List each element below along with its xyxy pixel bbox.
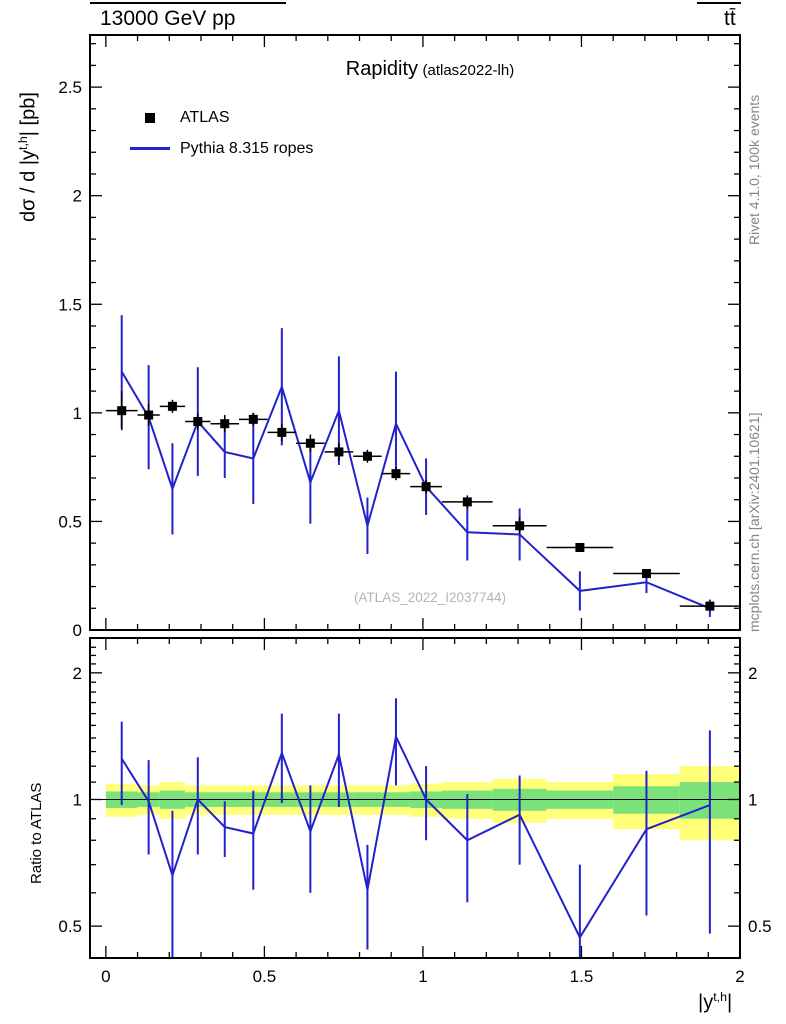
x-axis-label-suffix: | [726,991,733,1014]
ratio-y-tick-label-left: 2 [73,664,82,683]
main-y-tick-label: 2 [73,187,82,206]
main-y-tick-label: 0.5 [58,512,82,531]
legend-item-pythia: Pythia 8.315 ropes [128,133,313,164]
header-rule-right [697,2,741,4]
tick-labels: 0 0.5 1 1.5 2 2.5 0.5 0.5 1 1 2 2 0 0.5 1 1.5 2 [58,78,771,986]
y-axis-label-main-sup: t,h [16,136,30,150]
ratio-y-tick-label-left: 0.5 [58,917,82,936]
mcplots-reference-label: mcplots.cern.ch [arXiv:2401.10621] [746,412,762,632]
legend-label-pythia: Pythia 8.315 ropes [180,139,314,157]
legend-label-atlas: ATLAS [180,108,230,126]
x-tick-label: 2 [735,967,744,986]
x-axis-label-sup: t,h [713,990,727,1004]
main-y-tick-label: 2.5 [58,78,82,97]
y-axis-label-main: dσ / d |yt,h| [pb] [16,2,41,222]
x-tick-label: 0 [101,967,110,986]
ratio-y-tick-label-left: 1 [73,790,82,809]
pythia-ratio-series [120,698,711,958]
pythia-line-marker-icon [130,147,170,150]
plot-title: Rapidity (atlas2022-lh) [230,58,630,81]
beam-energy-label: 13000 GeV pp [100,7,236,30]
y-axis-label-main-suffix: | [pb] [17,92,40,137]
x-axis-label-prefix: |y [698,991,714,1014]
atlas-square-marker-icon [145,112,155,123]
plot-title-main: Rapidity [345,58,419,80]
main-y-tick-label: 1.5 [58,295,82,314]
legend: ATLAS Pythia 8.315 ropes [128,102,313,164]
atlas-main-series [105,391,740,611]
y-axis-label-main-prefix: dσ / d |y [17,149,40,222]
legend-item-atlas: ATLAS [128,102,313,133]
main-panel-frame [89,34,741,631]
main-y-tick-label: 0 [73,621,82,640]
ratio-y-tick-label-right: 1 [748,790,757,809]
rivet-version-label: Rivet 4.1.0, 100k events [746,94,762,245]
y-axis-label-ratio: Ratio to ATLAS [28,782,45,884]
pythia-main-series [120,315,711,617]
x-axis-label: |yt,h| [698,990,732,1015]
analysis-id-watermark: (ATLAS_2022_I2037744) [353,590,507,605]
ratio-panel-frame [89,637,741,959]
plot-title-sub: (atlas2022-lh) [422,62,515,79]
main-y-tick-label: 1 [73,404,82,423]
x-tick-label: 1.5 [570,967,594,986]
legend-marker-cell [128,112,172,123]
header-rule-left [90,2,286,4]
ratio-y-tick-label-right: 0.5 [748,917,772,936]
x-tick-label: 1 [418,967,427,986]
x-tick-label: 0.5 [253,967,277,986]
axis-ticks [90,35,741,958]
process-label: tt̄ [724,7,736,30]
ratio-y-tick-label-right: 2 [748,664,757,683]
legend-marker-cell [128,147,172,150]
